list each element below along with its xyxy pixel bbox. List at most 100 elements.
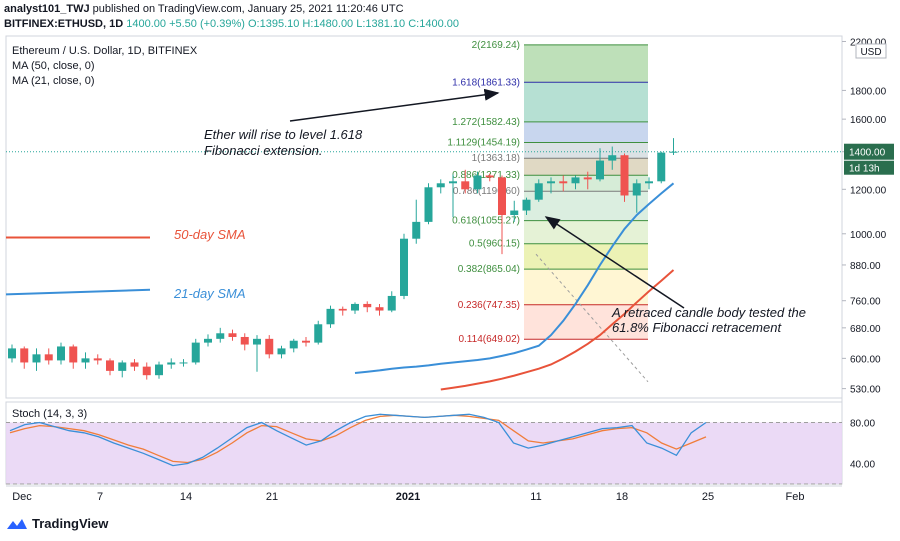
x-tick-label: 2021: [396, 491, 420, 503]
candle-body[interactable]: [44, 354, 53, 361]
sma21-label-line: [5, 288, 151, 296]
candle-body[interactable]: [449, 181, 457, 184]
candle-body[interactable]: [228, 333, 237, 337]
candle-body[interactable]: [191, 342, 200, 363]
candle-body[interactable]: [510, 210, 519, 216]
x-tick-label: 21: [266, 491, 278, 503]
candle-body[interactable]: [632, 183, 641, 196]
candle-body[interactable]: [620, 155, 629, 196]
legend-ma21: MA (21, close, 0): [12, 75, 95, 87]
stoch-d-line: [9, 414, 707, 464]
candle-body[interactable]: [363, 303, 372, 308]
candle-body[interactable]: [253, 338, 261, 345]
candle-body[interactable]: [20, 348, 29, 363]
publish-line: analyst101_TWJ published on TradingView.…: [4, 2, 459, 17]
candle-body[interactable]: [473, 175, 482, 190]
fib-label: 1.1129(1454.19): [447, 137, 520, 148]
candle-body[interactable]: [571, 177, 580, 184]
candle-body[interactable]: [277, 348, 286, 355]
current-price-badge: [844, 143, 894, 160]
y-tick-label: 1200.00: [850, 185, 887, 196]
currency-box[interactable]: [855, 43, 887, 59]
chart-header: analyst101_TWJ published on TradingView.…: [4, 2, 459, 32]
annotation-retrace-line1: A retraced candle body tested the: [611, 305, 806, 320]
candle-body[interactable]: [608, 155, 617, 161]
candle-body[interactable]: [412, 221, 421, 239]
y-tick-label: 880.00: [850, 261, 881, 272]
candle-body[interactable]: [657, 152, 666, 182]
fib-zone: [524, 44, 648, 83]
candle-body[interactable]: [130, 362, 139, 367]
candle-body[interactable]: [155, 364, 163, 376]
candle-body[interactable]: [106, 360, 114, 371]
candle-body[interactable]: [522, 199, 531, 211]
x-tick-label: 18: [616, 491, 628, 503]
fib-zone: [524, 82, 648, 122]
candle-body[interactable]: [8, 348, 16, 359]
y-tick-label: 680.00: [850, 324, 881, 335]
candle-body[interactable]: [204, 338, 212, 343]
candle-body[interactable]: [351, 303, 359, 311]
candle-body[interactable]: [32, 354, 41, 363]
arrow-to-retracement: [544, 216, 685, 309]
candle-body[interactable]: [216, 333, 225, 339]
candle-body[interactable]: [338, 308, 347, 311]
candle-body[interactable]: [142, 366, 151, 376]
candle-body[interactable]: [118, 362, 127, 371]
tradingview-icon: [7, 518, 27, 529]
candle-body[interactable]: [387, 295, 396, 311]
candle-body[interactable]: [265, 338, 274, 355]
sma50-line: [440, 269, 675, 391]
fib-label: 1.618(1861.33): [452, 77, 520, 88]
candle-body[interactable]: [400, 238, 408, 296]
fib-zone: [524, 191, 648, 221]
sma50-label: 50-day SMA: [174, 227, 246, 242]
candle-body[interactable]: [645, 181, 653, 184]
candle-body[interactable]: [534, 183, 543, 200]
fib-trendline: [535, 253, 649, 383]
candle-body[interactable]: [424, 187, 433, 222]
candle-body[interactable]: [596, 160, 604, 180]
fib-zone: [524, 121, 648, 143]
y-tick-label: 760.00: [850, 297, 881, 308]
y-tick-label: 530.00: [850, 385, 881, 396]
stoch-k-line: [9, 413, 707, 467]
price-pane[interactable]: [5, 35, 843, 399]
candle-body[interactable]: [93, 358, 102, 361]
candle-body[interactable]: [583, 177, 592, 180]
candle-body[interactable]: [669, 151, 678, 153]
y-tick-label: 2200.00: [850, 37, 887, 48]
candle-body[interactable]: [57, 346, 65, 361]
price-change: +5.50 (+0.39%): [169, 18, 245, 30]
candle-body[interactable]: [498, 177, 506, 216]
x-tick-label: 7: [97, 491, 103, 503]
symbol-line: BITFINEX:ETHUSD, 1D 1400.00 +5.50 (+0.39…: [4, 17, 459, 32]
fib-label: 0.114(649.02): [458, 334, 520, 345]
candle-body[interactable]: [179, 362, 188, 364]
annotation-retrace-line2: 61.8% Fibonacci retracement: [612, 320, 782, 335]
y-tick-label: 1800.00: [850, 86, 887, 97]
candle-body[interactable]: [240, 336, 249, 345]
fib-label: 0.618(1055.27): [452, 216, 520, 227]
candle-body[interactable]: [81, 358, 90, 363]
candle-body[interactable]: [289, 340, 298, 349]
candle-body[interactable]: [559, 181, 568, 184]
candle-body[interactable]: [69, 346, 78, 363]
currency-label: USD: [860, 47, 881, 58]
candle-body[interactable]: [547, 181, 555, 184]
candle-body[interactable]: [326, 308, 335, 325]
candle-body[interactable]: [485, 175, 494, 178]
fib-zone: [524, 175, 648, 192]
publish-info: published on TradingView.com, January 25…: [92, 3, 404, 15]
candle-body[interactable]: [314, 324, 323, 343]
brand-name: TradingView: [32, 516, 109, 531]
candle-body[interactable]: [461, 181, 470, 190]
candle-body[interactable]: [375, 307, 384, 311]
candle-body[interactable]: [436, 183, 445, 188]
author-name[interactable]: analyst101_TWJ: [4, 3, 90, 15]
last-price: 1400.00: [126, 18, 167, 30]
candle-body[interactable]: [302, 340, 310, 343]
candle-body[interactable]: [167, 362, 176, 365]
tradingview-logo[interactable]: TradingView: [6, 516, 108, 531]
